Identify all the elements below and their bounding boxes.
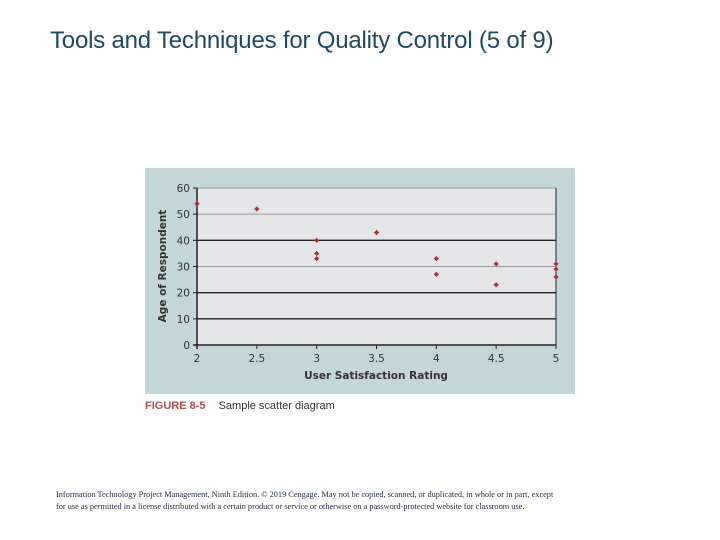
figure-panel: 0 10 20 30 40 50 60 2 2.5 3 3.5 4 4.5 5 User Satisfa…: [145, 168, 575, 394]
y-tick-label: 0: [183, 340, 190, 352]
data-points: [194, 201, 559, 288]
figure-description: Sample scatter diagram: [218, 400, 335, 412]
data-point: [374, 229, 379, 235]
y-axis-label: Age of Respondent: [157, 210, 169, 323]
slide-title: Tools and Techniques for Quality Control…: [50, 27, 554, 54]
data-point: [493, 261, 499, 267]
footer-line-2: for use as permitted in a license distri…: [56, 502, 525, 511]
data-point: [493, 282, 499, 288]
x-tick-label: 2: [194, 353, 201, 365]
x-tick-label: 5: [553, 353, 560, 365]
data-point: [433, 256, 439, 262]
x-tick-label: 4: [433, 353, 440, 365]
data-point: [314, 250, 320, 256]
x-axis-ticks: 2 2.5 3 3.5 4 4.5 5: [194, 345, 560, 365]
y-tick-label: 10: [177, 314, 190, 326]
data-point: [553, 274, 559, 280]
y-tick-label: 30: [177, 262, 190, 274]
x-tick-label: 3.5: [368, 353, 385, 365]
y-tick-label: 60: [177, 183, 190, 195]
footer-line-1: Information Technology Project Managemen…: [56, 490, 554, 499]
x-tick-label: 3: [313, 353, 320, 365]
x-tick-label: 2.5: [248, 353, 265, 365]
x-axis-label: User Satisfaction Rating: [304, 370, 448, 382]
figure-number: FIGURE 8-5: [145, 400, 206, 412]
y-tick-label: 50: [177, 209, 190, 221]
y-tick-label: 40: [177, 235, 190, 247]
data-point: [254, 206, 260, 212]
copyright-footer: Information Technology Project Managemen…: [56, 489, 696, 513]
data-point: [314, 256, 320, 262]
gridlines: [197, 187, 556, 320]
data-point: [433, 271, 439, 277]
data-point: [194, 201, 200, 207]
data-point: [314, 237, 320, 243]
x-tick-label: 4.5: [488, 353, 505, 365]
data-point: [553, 266, 559, 272]
figure-caption: FIGURE 8-5 Sample scatter diagram: [145, 400, 335, 412]
y-axis-ticks: 0 10 20 30 40 50 60: [177, 183, 197, 352]
data-point: [553, 261, 559, 267]
scatter-chart: 0 10 20 30 40 50 60 2 2.5 3 3.5 4 4.5 5 User Satisfa…: [157, 183, 560, 382]
y-tick-label: 20: [177, 288, 190, 300]
